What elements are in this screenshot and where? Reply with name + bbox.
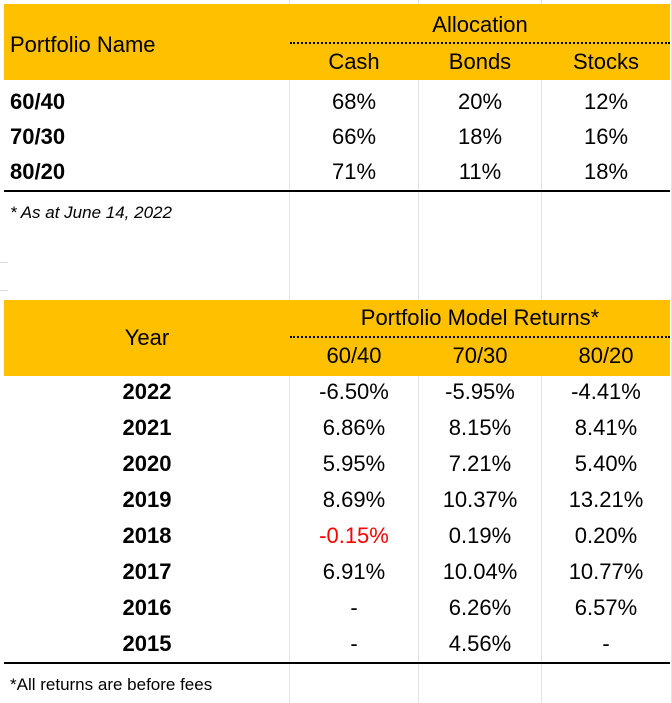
- return-60-40-cell: -: [350, 631, 358, 656]
- allocation-group-header: Allocation: [432, 12, 528, 37]
- return-80-20-cell: 10.77%: [568, 559, 644, 584]
- stocks-cell: 16%: [583, 124, 629, 149]
- year-cell: 2018: [122, 523, 172, 548]
- cash-cell: 68%: [331, 89, 377, 114]
- return-80-20-cell: 6.57%: [574, 595, 638, 620]
- year-cell: 2017: [122, 559, 172, 584]
- return-60-40-cell: 5.95%: [322, 451, 386, 476]
- return-70-30-cell: -5.95%: [445, 379, 515, 404]
- year-cell: 2022: [122, 379, 172, 404]
- portfolio-name-cell: 70/30: [10, 124, 66, 149]
- return-70-30-cell: 6.26%: [448, 595, 512, 620]
- return-60-40-cell: -: [350, 595, 358, 620]
- cash-column-header: Cash: [328, 49, 380, 74]
- returns-footnote: *All returns are before fees: [10, 675, 213, 694]
- return-60-40-cell: 8.69%: [322, 487, 386, 512]
- year-cell: 2015: [122, 631, 172, 656]
- stocks-cell: 12%: [583, 89, 629, 114]
- year-cell: 2019: [122, 487, 172, 512]
- return-80-20-cell: 8.41%: [574, 415, 638, 440]
- return-60-40-cell: -6.50%: [319, 379, 389, 404]
- year-cell: 2021: [122, 415, 172, 440]
- return-70-30-cell: 10.04%: [442, 559, 518, 584]
- allocation-footnote: * As at June 14, 2022: [10, 203, 172, 222]
- return-70-30-cell: 0.19%: [448, 523, 512, 548]
- table-bottom-border: [4, 190, 670, 192]
- col-60-40-header: 60/40: [326, 343, 382, 368]
- bonds-cell: 11%: [458, 159, 502, 184]
- return-60-40-cell: 6.91%: [322, 559, 386, 584]
- year-cell: 2020: [122, 451, 172, 476]
- return-80-20-cell: 5.40%: [574, 451, 638, 476]
- return-60-40-cell: -0.15%: [319, 523, 389, 548]
- return-70-30-cell: 4.56%: [448, 631, 512, 656]
- stocks-cell: 18%: [583, 159, 629, 184]
- year-cell: 2016: [122, 595, 172, 620]
- stocks-column-header: Stocks: [572, 49, 640, 74]
- return-70-30-cell: 7.21%: [448, 451, 512, 476]
- header-dotted-divider: [290, 42, 670, 44]
- year-column-header: Year: [124, 325, 170, 350]
- returns-header: Year Portfolio Model Returns* 60/40 70/3…: [4, 300, 670, 376]
- return-60-40-cell: 6.86%: [322, 415, 386, 440]
- return-70-30-cell: 8.15%: [448, 415, 512, 440]
- bonds-cell: 18%: [457, 124, 503, 149]
- bonds-column-header: Bonds: [448, 49, 512, 74]
- table-bottom-border: [4, 662, 670, 664]
- allocation-table: Portfolio Name Allocation Cash Bonds Sto…: [4, 4, 670, 192]
- bonds-cell: 20%: [457, 89, 503, 114]
- returns-table: Year Portfolio Model Returns* 60/40 70/3…: [4, 300, 670, 666]
- header-dotted-divider: [290, 336, 670, 338]
- allocation-header: Portfolio Name Allocation Cash Bonds Sto…: [4, 4, 670, 80]
- return-70-30-cell: 10.37%: [442, 487, 518, 512]
- portfolio-name-header: Portfolio Name: [10, 32, 156, 57]
- portfolio-name-cell: 80/20: [10, 159, 66, 184]
- return-80-20-cell: 0.20%: [574, 523, 638, 548]
- cash-cell: 66%: [331, 124, 377, 149]
- return-80-20-cell: -: [602, 631, 610, 656]
- col-70-30-header: 70/30: [452, 343, 508, 368]
- return-80-20-cell: 13.21%: [568, 487, 644, 512]
- cash-cell: 71%: [331, 159, 377, 184]
- portfolio-name-cell: 60/40: [10, 89, 66, 114]
- col-80-20-header: 80/20: [578, 343, 634, 368]
- return-80-20-cell: -4.41%: [571, 379, 641, 404]
- returns-group-header: Portfolio Model Returns*: [360, 305, 600, 330]
